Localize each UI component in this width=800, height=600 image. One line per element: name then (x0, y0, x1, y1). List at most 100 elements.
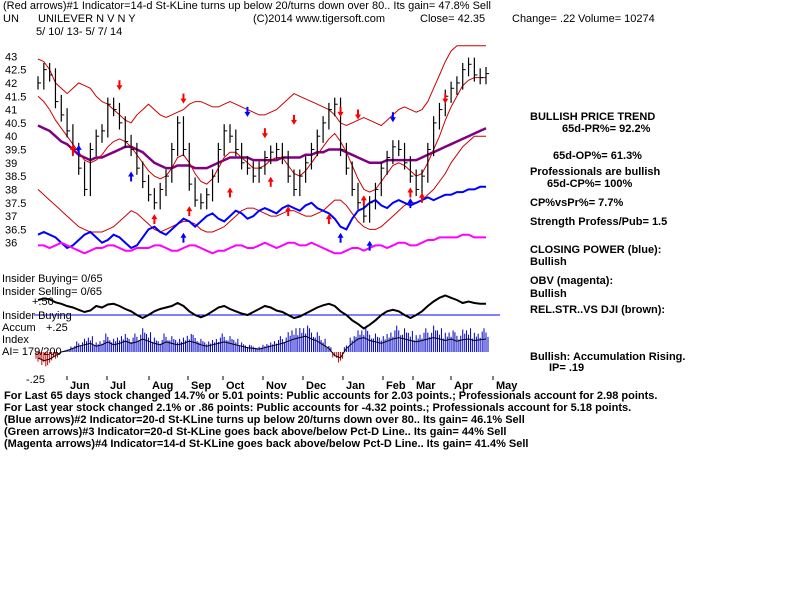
red-arrow-down (442, 93, 449, 104)
professionals-bullish: Professionals are bullish (530, 166, 661, 178)
ai-label: AI= 179/200 (2, 346, 62, 358)
blue-arrow-up (128, 171, 135, 182)
arrow-head (291, 119, 297, 125)
arrow-head (389, 117, 396, 123)
y-tick-label: 42.5 (5, 65, 26, 77)
red-arrow-down (261, 128, 268, 139)
arrow-head (244, 111, 251, 117)
arrow-head (355, 114, 361, 120)
arrow-head (75, 144, 82, 150)
blue-arrow-up (337, 232, 344, 243)
arrow-head (180, 98, 187, 104)
closing-power-state: Bullish (530, 256, 567, 268)
red-arrow-up (267, 176, 274, 187)
red-arrow-up (407, 187, 414, 198)
blue-arrow-down (244, 106, 251, 117)
y-tick-label: 41 (5, 105, 17, 117)
arrow-head (407, 198, 414, 204)
footer-line-blue-arrows: (Blue arrows)#2 Indicator=20-d St-KLine … (4, 414, 525, 426)
x-tick-label: May (496, 380, 518, 392)
arrow-head (186, 206, 193, 212)
moving-average-line (37, 124, 487, 170)
obv-state: Bullish (530, 288, 567, 300)
x-tick-label: Jan (346, 380, 365, 392)
y-tick-label: 36 (5, 238, 17, 250)
inner-band-line (37, 77, 486, 193)
closing-power-label: CLOSING POWER (blue): (530, 244, 662, 256)
price-change: Change= .22 (512, 13, 576, 25)
accum-value-label: +.25 (46, 322, 68, 334)
y-tick-label: 40.5 (5, 118, 26, 130)
footer-line-year: For Last year stock changed 2.1% or .86 … (4, 402, 632, 414)
accum-avg-line (37, 335, 487, 362)
pr65-value: 65d-PR%= 92.2% (562, 123, 651, 135)
rel-strength-line (37, 294, 486, 330)
index-label: Index (2, 334, 29, 346)
y-tick-label: 41.5 (5, 91, 26, 103)
upper-band-line (37, 45, 486, 127)
red-arrow-up (285, 206, 292, 217)
arrow-head (116, 85, 123, 91)
closing-power-line (37, 185, 486, 250)
red-arrow-up (227, 187, 233, 198)
header-indicator-line: (Red arrows)#1 Indicator=14-d St-KLine t… (3, 0, 491, 12)
y-tick-label: 42 (5, 78, 17, 90)
obv-line (38, 233, 486, 255)
arrow-head (407, 187, 414, 193)
red-arrow-down (291, 114, 297, 125)
cp65-value: 65d-CP%= 100% (547, 178, 633, 190)
arrow-head (325, 214, 332, 220)
arrow-head (261, 133, 268, 139)
x-tick-label: Aug (152, 380, 173, 392)
blue-arrow-up (366, 240, 373, 251)
x-tick-label: Oct (226, 380, 245, 392)
red-arrow-up (360, 195, 367, 206)
ip-value: IP= .19 (549, 362, 585, 374)
cp-vs-pr: CP%vsPr%= 7.7% (530, 197, 624, 209)
obv-label: OBV (magenta): (530, 275, 614, 287)
accumulation-state: Bullish: Accumulation Rising. (530, 351, 686, 363)
arrow-head (419, 192, 425, 198)
volume: Volume= 10274 (578, 13, 655, 25)
y-tick-label: 38.5 (5, 171, 26, 183)
red-arrow-up (325, 214, 332, 225)
arrow-head (128, 171, 135, 177)
y-tick-label: 37.5 (5, 198, 26, 210)
red-arrow-up (69, 144, 76, 155)
trend-title: BULLISH PRICE TREND (530, 111, 656, 123)
x-tick-label: Nov (266, 380, 288, 392)
insider-buying-label-2: Insider Buying (2, 310, 72, 322)
y-tick-label: 40 (5, 131, 17, 143)
accum-label: Accum (2, 322, 36, 334)
arrow-head (337, 232, 344, 238)
red-arrow-down (337, 106, 344, 117)
footer-line-65days: For Last 65 days stock changed 14.7% or … (4, 390, 658, 402)
y-tick-label: 39 (5, 158, 17, 170)
arrow-head (366, 240, 373, 246)
insider-buying-label: Insider Buying= 0/65 (2, 273, 103, 285)
red-arrow-down (116, 80, 123, 91)
y-tick-label: 37 (5, 211, 17, 223)
blue-arrow-up (180, 232, 187, 243)
arrow-head (180, 232, 187, 238)
red-arrow-up (151, 214, 158, 225)
blue-arrow-up (75, 144, 82, 155)
footer-line-magenta-arrows: (Magenta arrows)#4 Indicator=14-d St-KLi… (4, 438, 529, 450)
x-tick-label: Jul (110, 380, 126, 392)
rs-value-label: +.50 (32, 296, 54, 308)
blue-arrow-up (407, 198, 414, 209)
y-tick-label: 36.5 (5, 224, 26, 236)
red-arrow-up (186, 206, 193, 217)
insider-selling-label: Insider Selling= 0/65 (2, 286, 102, 298)
ticker-symbol: UN (3, 13, 19, 25)
arrow-head (285, 206, 292, 212)
minus-25-label: -.25 (26, 374, 45, 386)
company-name: UNILEVER N V N Y (38, 13, 136, 25)
arrow-head (69, 144, 76, 150)
x-tick-label: Jun (70, 380, 90, 392)
copyright-text: (C)2014 www.tigersoft.com (253, 13, 386, 25)
blue-arrow-down (389, 112, 396, 123)
red-arrow-down (180, 93, 187, 104)
op65-value: 65d-OP%= 61.3% (553, 150, 642, 162)
